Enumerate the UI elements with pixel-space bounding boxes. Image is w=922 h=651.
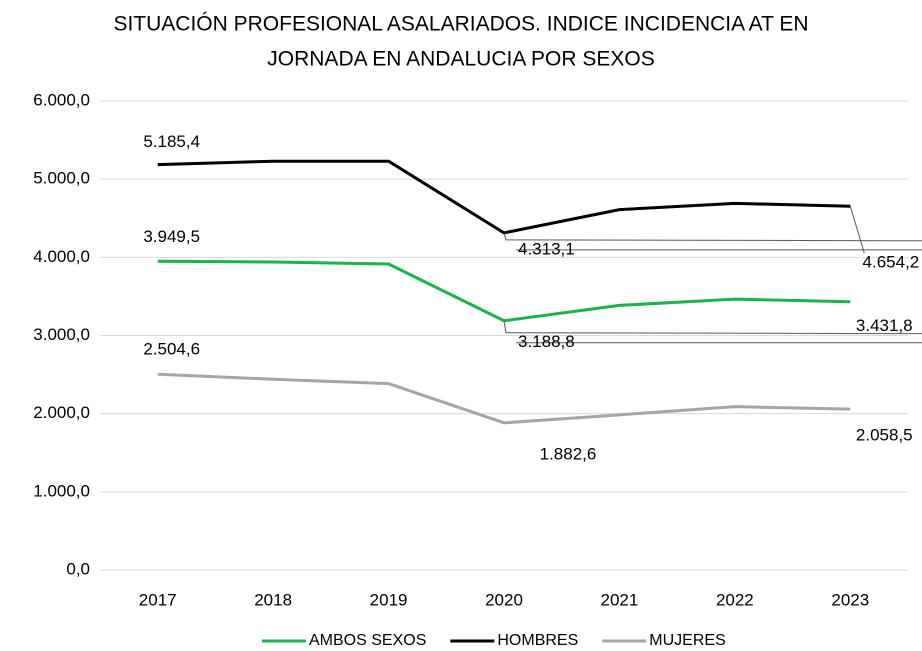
chart-title: JORNADA EN ANDALUCIA POR SEXOS (267, 48, 654, 71)
x-tick-label: 2017 (139, 590, 177, 609)
data-label: 5.185,4 (143, 132, 200, 151)
y-tick-label: 6.000,0 (33, 90, 90, 109)
x-tick-label: 2019 (370, 590, 408, 609)
y-tick-label: 1.000,0 (33, 481, 90, 500)
data-label: 2.504,6 (143, 340, 200, 359)
data-label: 4.654,2 (863, 253, 920, 272)
data-label: 3.949,5 (143, 227, 200, 246)
y-tick-label: 3.000,0 (33, 325, 90, 344)
data-label: 1.882,6 (540, 444, 597, 463)
legend-label: AMBOS SEXOS (309, 632, 426, 649)
leader-line (503, 232, 922, 251)
series-line (157, 372, 851, 425)
series-line (157, 159, 851, 235)
y-tick-label: 5.000,0 (33, 169, 90, 188)
x-tick-label: 2018 (254, 590, 292, 609)
chart-title: SITUACIÓN PROFESIONAL ASALARIADOS. INDIC… (113, 13, 808, 36)
y-tick-label: 0,0 (66, 559, 90, 578)
legend-label: HOMBRES (497, 632, 578, 649)
y-tick-label: 2.000,0 (33, 403, 90, 422)
x-tick-label: 2023 (831, 590, 869, 609)
leader-line (503, 320, 922, 344)
x-tick-label: 2021 (601, 590, 639, 609)
x-tick-label: 2020 (485, 590, 523, 609)
y-tick-label: 4.000,0 (33, 247, 90, 266)
data-label: 2.058,5 (856, 426, 913, 445)
leader-line (849, 206, 865, 254)
data-label: 4.313,1 (518, 239, 575, 258)
legend-label: MUJERES (649, 632, 725, 649)
data-label: 3.188,8 (518, 332, 575, 351)
data-label: 3.431,8 (856, 316, 913, 335)
x-tick-label: 2022 (716, 590, 754, 609)
series-line (157, 259, 851, 323)
